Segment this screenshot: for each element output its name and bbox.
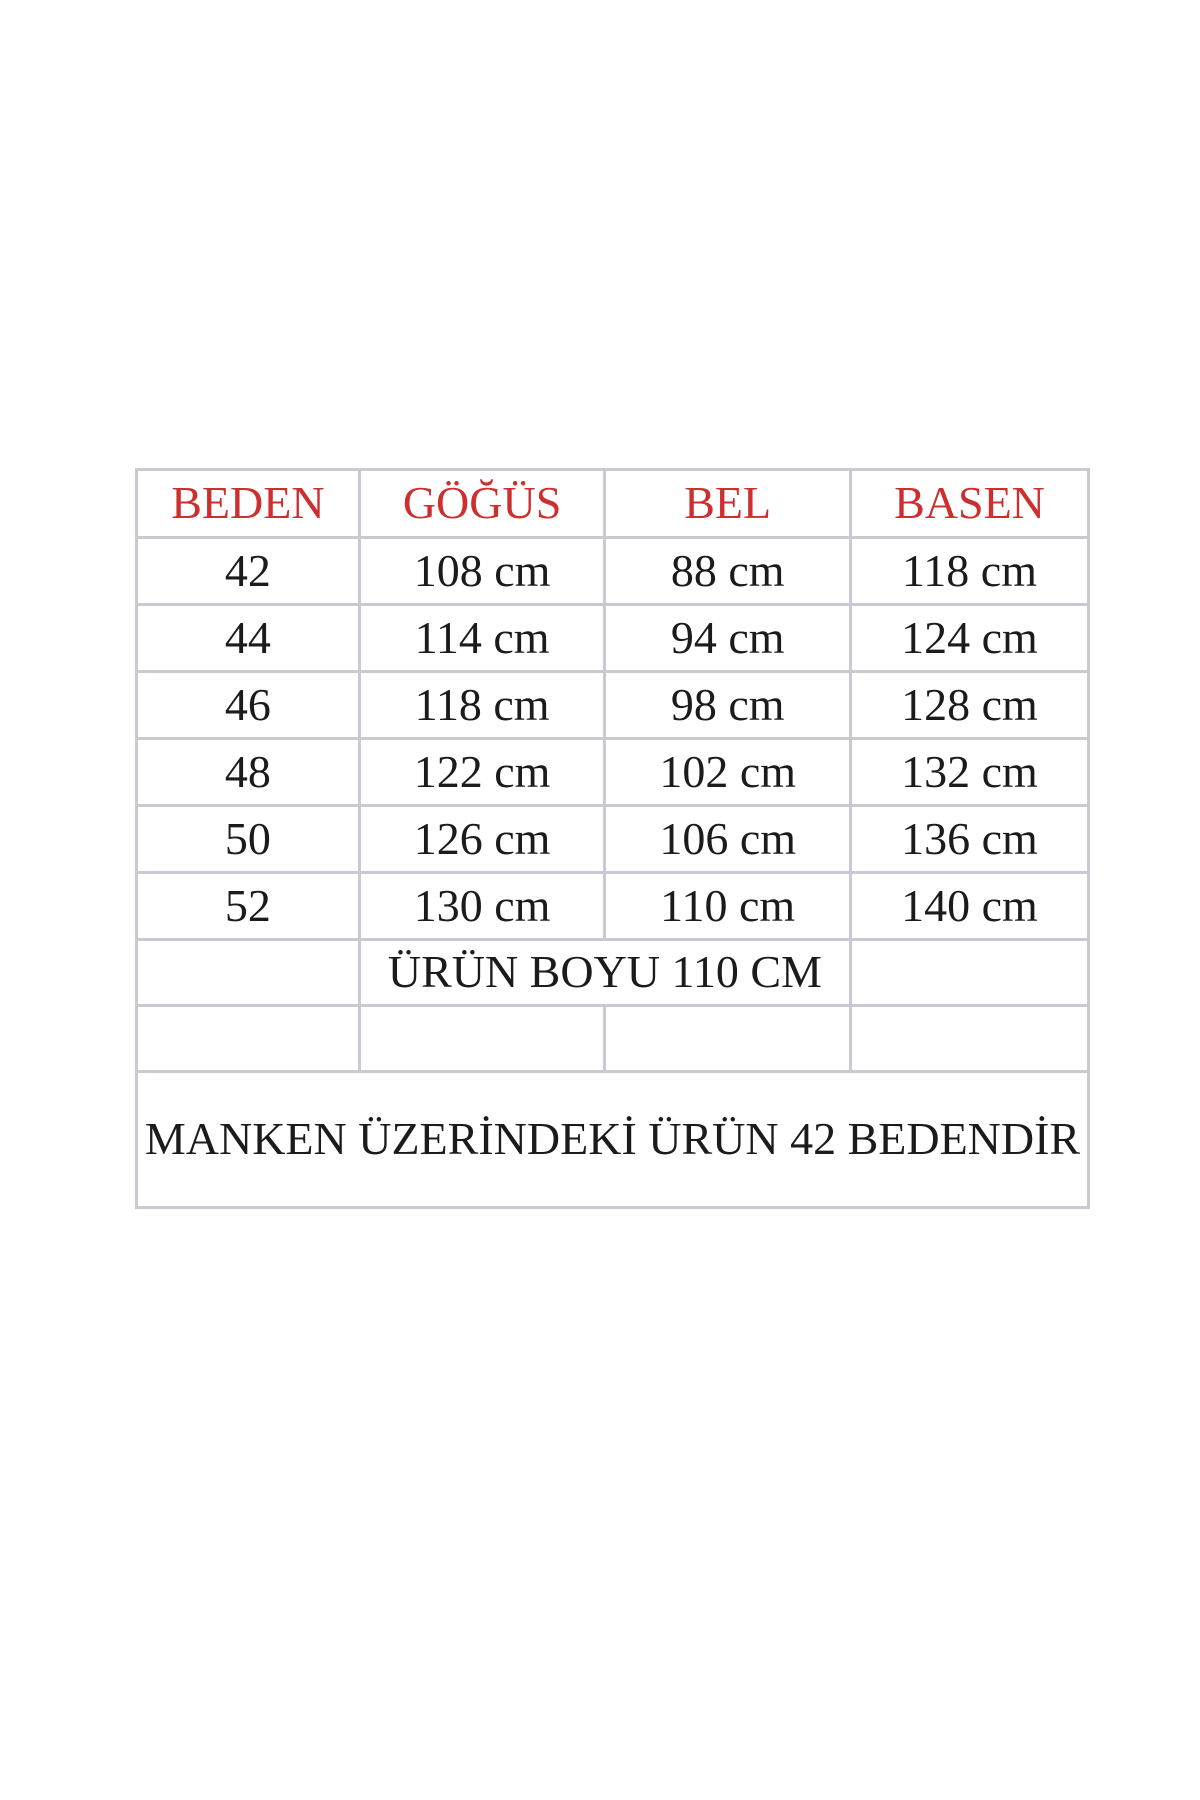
header-row: BEDEN GÖĞÜS BEL BASEN (135, 468, 1091, 539)
empty-cell (603, 1004, 852, 1073)
cell-gogus: 114 cm (357, 603, 607, 673)
model-size-row: MANKEN ÜZERİNDEKİ ÜRÜN 42 BEDENDİR (135, 1070, 1090, 1209)
empty-cell (848, 1004, 1091, 1073)
product-length-row: ÜRÜN BOYU 110 CM (135, 938, 1091, 1007)
cell-gogus: 130 cm (357, 871, 607, 941)
empty-cell (848, 938, 1091, 1007)
table-row-size-46: 46 118 cm 98 cm 128 cm (135, 670, 1091, 740)
header-bel: BEL (603, 468, 852, 539)
spacer-row (135, 1004, 1091, 1073)
cell-beden: 44 (135, 603, 361, 673)
product-length-note: ÜRÜN BOYU 110 CM (357, 938, 852, 1007)
cell-gogus: 122 cm (357, 737, 607, 807)
table-row-size-44: 44 114 cm 94 cm 124 cm (135, 603, 1091, 673)
cell-basen: 132 cm (848, 737, 1091, 807)
cell-bel: 106 cm (603, 804, 852, 874)
cell-bel: 88 cm (603, 536, 852, 606)
header-basen: BASEN (848, 468, 1091, 539)
cell-bel: 110 cm (603, 871, 852, 941)
model-size-note: MANKEN ÜZERİNDEKİ ÜRÜN 42 BEDENDİR (135, 1070, 1090, 1209)
cell-basen: 128 cm (848, 670, 1091, 740)
cell-gogus: 108 cm (357, 536, 607, 606)
cell-bel: 102 cm (603, 737, 852, 807)
cell-gogus: 126 cm (357, 804, 607, 874)
cell-bel: 94 cm (603, 603, 852, 673)
header-beden: BEDEN (135, 468, 361, 539)
empty-cell (135, 1004, 361, 1073)
table-row-size-48: 48 122 cm 102 cm 132 cm (135, 737, 1091, 807)
table-row-size-50: 50 126 cm 106 cm 136 cm (135, 804, 1091, 874)
cell-beden: 50 (135, 804, 361, 874)
cell-basen: 124 cm (848, 603, 1091, 673)
cell-bel: 98 cm (603, 670, 852, 740)
cell-basen: 118 cm (848, 536, 1091, 606)
empty-cell (135, 938, 361, 1007)
cell-beden: 52 (135, 871, 361, 941)
empty-cell (357, 1004, 607, 1073)
cell-gogus: 118 cm (357, 670, 607, 740)
cell-basen: 140 cm (848, 871, 1091, 941)
header-gogus: GÖĞÜS (357, 468, 607, 539)
size-chart-table: BEDEN GÖĞÜS BEL BASEN 42 108 cm 88 cm 11… (135, 468, 1091, 1209)
cell-basen: 136 cm (848, 804, 1091, 874)
table-row-size-42: 42 108 cm 88 cm 118 cm (135, 536, 1091, 606)
table-row-size-52: 52 130 cm 110 cm 140 cm (135, 871, 1091, 941)
cell-beden: 46 (135, 670, 361, 740)
cell-beden: 42 (135, 536, 361, 606)
cell-beden: 48 (135, 737, 361, 807)
